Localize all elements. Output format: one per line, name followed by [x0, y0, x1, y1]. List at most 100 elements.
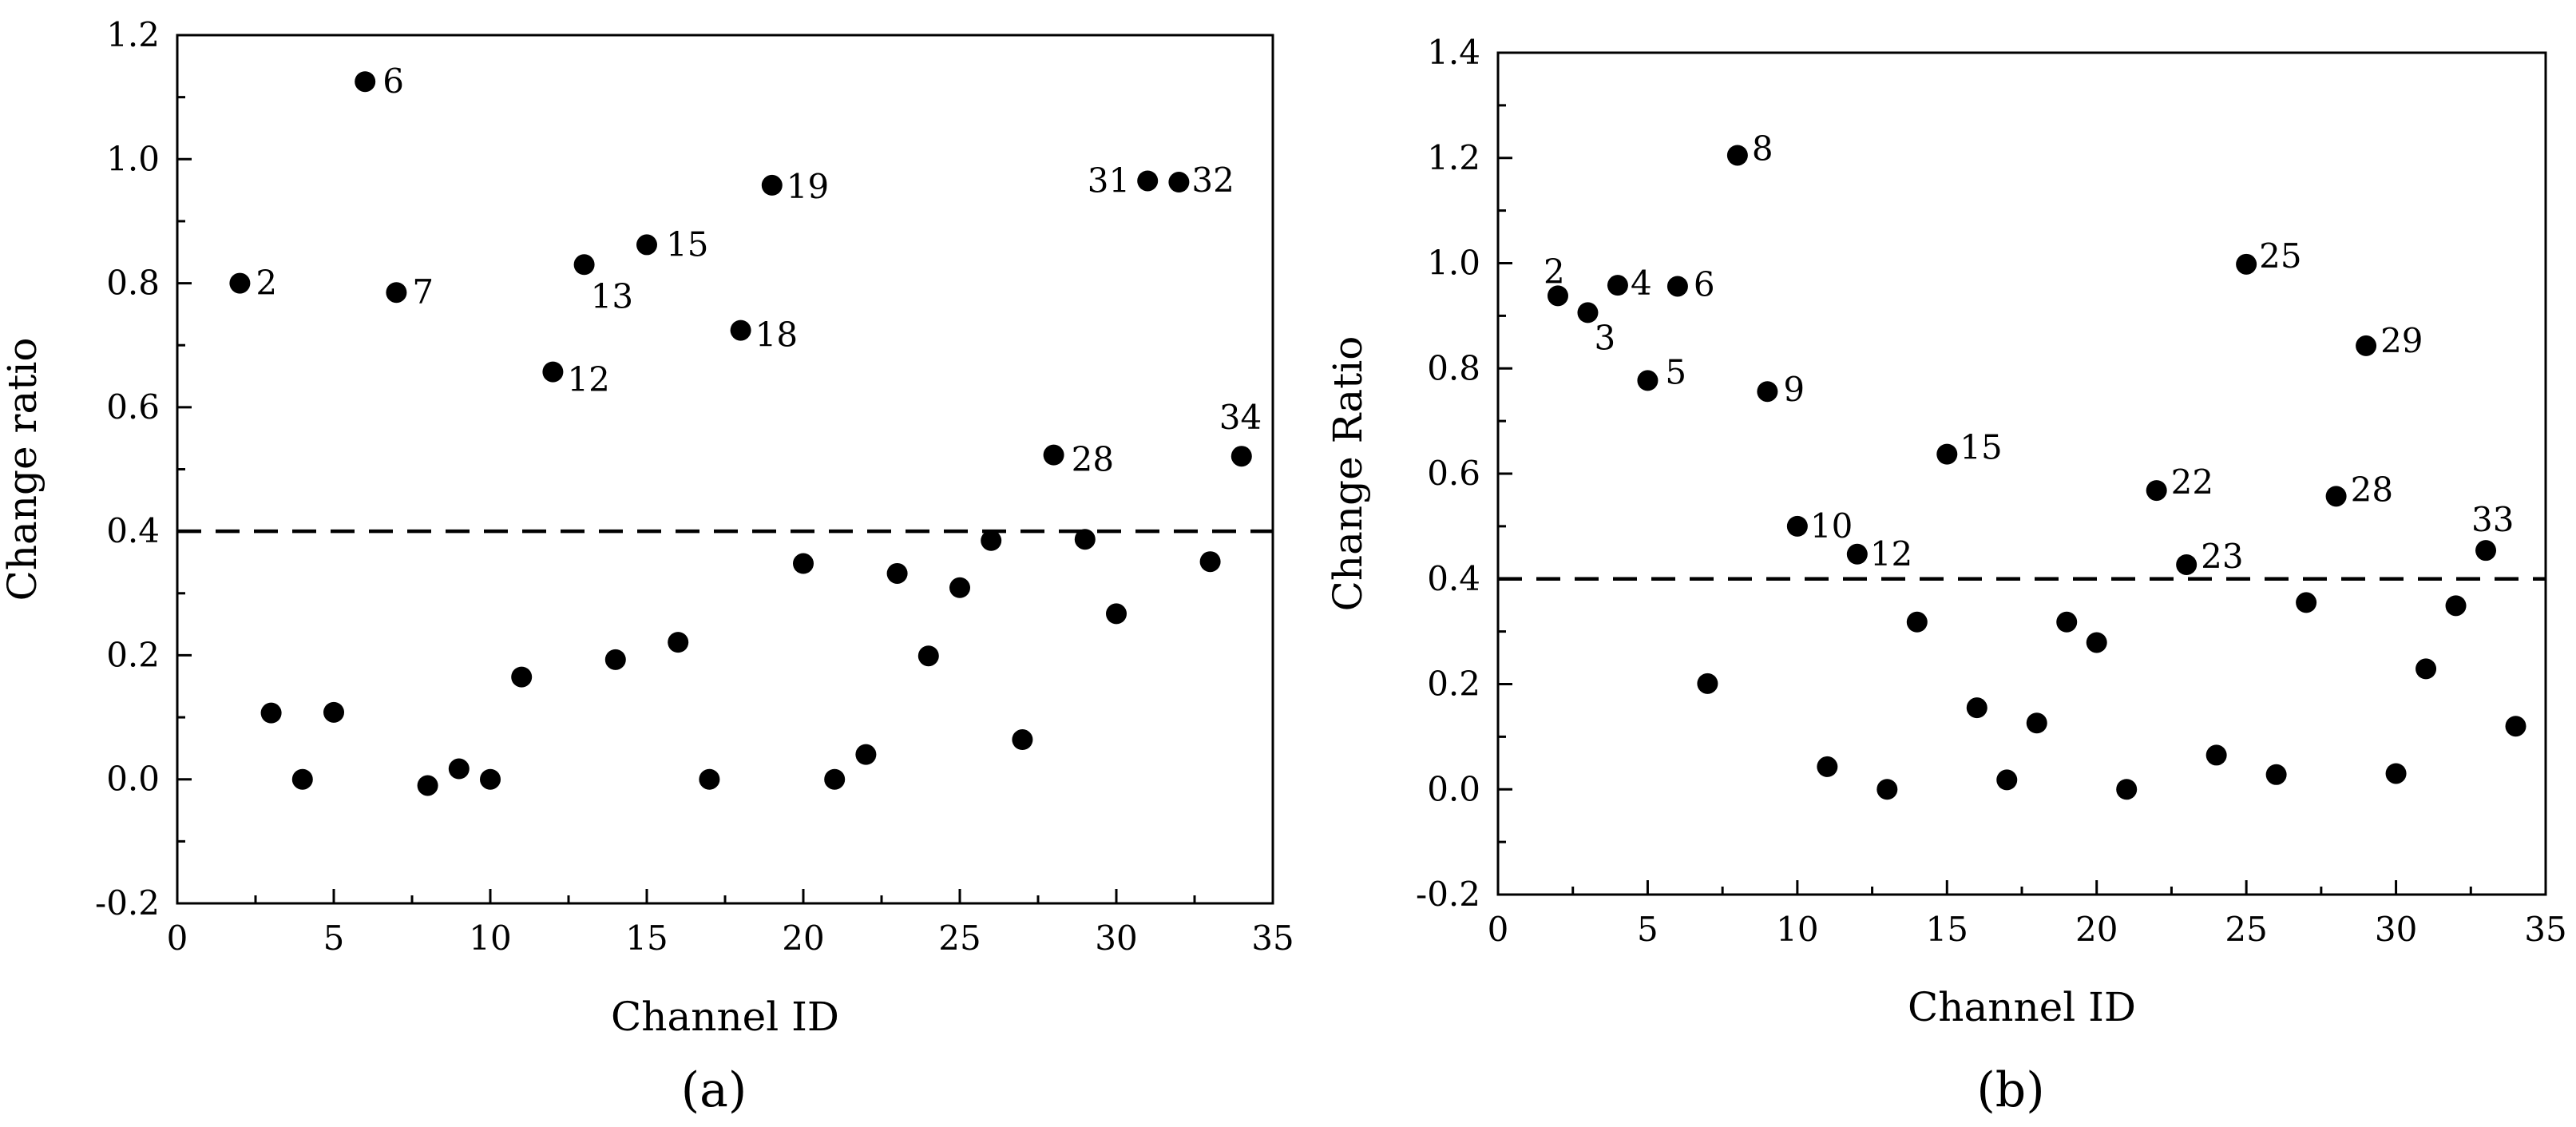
- x-axis-title: Channel ID: [611, 994, 839, 1040]
- data-point-19: [2056, 611, 2078, 633]
- panel-a: 0 5 10 15 20 25 30 35 -0.2 0.0 0.2 0.4 0.6 0.8 1.0 1.2 2…: [0, 15, 1294, 1118]
- point-label-25: 25: [2259, 236, 2301, 276]
- point-label-34: 34: [1219, 398, 1262, 437]
- data-point-11: [511, 666, 533, 688]
- y-tick-label: 0.0: [106, 760, 160, 799]
- data-point-19: [761, 174, 783, 196]
- x-tick-label: 5: [323, 919, 345, 958]
- data-point-3: [260, 702, 282, 724]
- data-point-10: [1786, 515, 1808, 537]
- data-point-26: [981, 530, 1002, 551]
- data-point-27: [1012, 729, 1033, 751]
- data-point-31: [2415, 658, 2437, 680]
- data-point-7: [1697, 673, 1718, 694]
- panel-label: (a): [681, 1062, 747, 1118]
- point-label-6: 6: [1694, 264, 1715, 304]
- data-point-10: [480, 768, 501, 790]
- point-label-8: 8: [1752, 129, 1773, 168]
- data-point-24: [2205, 744, 2227, 766]
- y-tick-label: 0.4: [106, 511, 160, 550]
- y-tick-label: 0.2: [106, 635, 160, 674]
- data-point-16: [668, 632, 689, 653]
- data-point-31: [1137, 170, 1159, 192]
- data-point-14: [1906, 611, 1928, 633]
- data-point-23: [2176, 554, 2198, 575]
- data-point-33: [2475, 540, 2497, 562]
- y-tick-label: 0.6: [106, 387, 160, 427]
- x-tick-label: 25: [2225, 910, 2267, 949]
- data-point-29: [1074, 529, 1096, 550]
- data-point-12: [542, 361, 564, 383]
- panel-b: 0 5 10 15 20 25 30 35-0.20.00.20.40.60.81.01.21…: [1325, 33, 2567, 1118]
- data-point-9: [448, 758, 470, 780]
- point-label-4: 4: [1631, 264, 1652, 303]
- data-point-17: [1996, 769, 2018, 791]
- x-tick-label: 20: [2075, 910, 2118, 949]
- point-label-29: 29: [2380, 321, 2423, 360]
- data-point-30: [1106, 603, 1127, 625]
- data-point-15: [636, 234, 657, 256]
- data-point-7: [386, 282, 407, 304]
- data-point-21: [2116, 779, 2138, 800]
- point-label-12: 12: [1870, 534, 1912, 573]
- x-tick-label: 20: [782, 919, 824, 958]
- x-tick-label: 0: [1488, 910, 1509, 949]
- y-tick-label: 1.0: [106, 139, 160, 178]
- data-point-17: [699, 768, 720, 790]
- data-point-8: [1726, 145, 1748, 166]
- point-label-2: 2: [256, 264, 277, 303]
- point-label-28: 28: [1072, 440, 1114, 479]
- data-point-34: [1231, 446, 1252, 467]
- y-tick-label: 0.2: [1427, 665, 1480, 704]
- data-point-16: [1966, 697, 1987, 719]
- y-tick-label: 1.4: [1427, 33, 1480, 72]
- point-label-7: 7: [412, 272, 434, 312]
- data-point-2: [1547, 285, 1568, 307]
- data-point-8: [417, 775, 438, 796]
- x-tick-label: 5: [1637, 910, 1659, 949]
- point-label-31: 31: [1088, 161, 1130, 200]
- data-point-5: [323, 701, 344, 723]
- y-tick-label: 0.4: [1427, 559, 1480, 598]
- point-label-23: 23: [2201, 537, 2243, 576]
- point-label-6: 6: [382, 62, 404, 101]
- y-axis-title: Change ratio: [0, 338, 46, 601]
- point-label-5: 5: [1665, 352, 1686, 391]
- x-tick-label: 0: [167, 919, 188, 958]
- x-tick-label: 35: [1251, 919, 1294, 958]
- y-tick-label: -0.2: [1416, 875, 1480, 914]
- point-label-32: 32: [1191, 161, 1234, 200]
- data-point-24: [917, 645, 939, 667]
- data-point-14: [604, 649, 626, 670]
- point-label-22: 22: [2171, 462, 2213, 502]
- x-tick-label: 15: [625, 919, 668, 958]
- data-point-32: [2445, 595, 2467, 617]
- point-label-28: 28: [2351, 470, 2393, 509]
- point-label-13: 13: [591, 276, 633, 315]
- data-point-32: [1168, 172, 1190, 193]
- y-tick-label: 0.8: [106, 264, 160, 303]
- data-point-18: [730, 319, 751, 341]
- data-point-25: [2236, 253, 2257, 275]
- y-tick-label: -0.2: [95, 883, 160, 923]
- data-point-9: [1757, 381, 1778, 403]
- x-tick-label: 30: [1095, 919, 1137, 958]
- y-tick-label: 1.2: [1427, 138, 1480, 177]
- data-point-4: [1607, 275, 1628, 296]
- data-point-20: [793, 553, 814, 574]
- y-tick-label: 1.0: [1427, 244, 1480, 283]
- data-point-23: [886, 562, 908, 584]
- data-point-22: [2146, 480, 2167, 502]
- data-point-15: [1936, 443, 1958, 465]
- data-point-6: [355, 71, 376, 93]
- x-tick-label: 15: [1926, 910, 1968, 949]
- data-point-2: [229, 272, 251, 294]
- data-point-30: [2385, 763, 2407, 784]
- point-label-10: 10: [1810, 506, 1853, 546]
- data-point-18: [2026, 712, 2047, 734]
- x-axis-title: Channel ID: [1908, 984, 2136, 1030]
- data-point-12: [1846, 543, 1868, 565]
- point-label-33: 33: [2471, 500, 2514, 539]
- point-label-2: 2: [1544, 252, 1565, 291]
